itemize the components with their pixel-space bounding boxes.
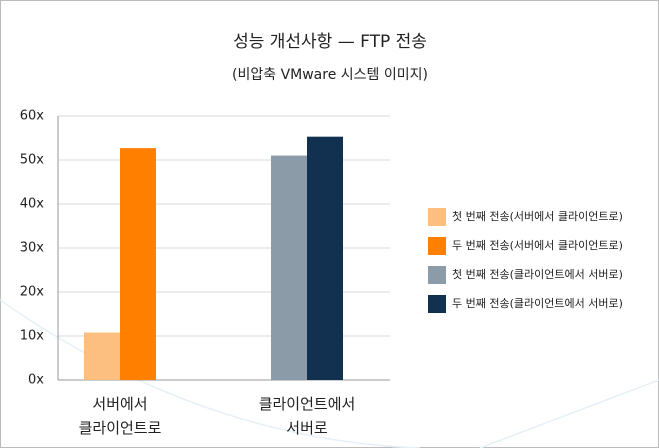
x-tick-label: 서버에서 클라이언트로 bbox=[79, 395, 162, 437]
legend-label: 두 번째 전송(클라이언트에서 서버로) bbox=[452, 297, 623, 310]
legend-swatch bbox=[428, 208, 446, 226]
bar bbox=[84, 332, 120, 380]
decor-curve bbox=[0, 299, 421, 448]
legend-swatch bbox=[428, 266, 446, 284]
chart-title: 성능 개선사항 — FTP 전송 bbox=[233, 32, 427, 52]
y-tick-label: 30x bbox=[20, 241, 45, 256]
y-tick-label: 10x bbox=[20, 329, 45, 344]
y-tick-label: 60x bbox=[20, 109, 45, 124]
x-tick-label: 클라이언트에서 서버로 bbox=[259, 395, 356, 437]
y-tick-label: 20x bbox=[20, 285, 45, 300]
y-tick-label: 0x bbox=[28, 373, 44, 388]
bar bbox=[120, 148, 156, 380]
legend-label: 첫 번째 전송(클라이언트에서 서버로) bbox=[452, 268, 623, 281]
legend-label: 두 번째 전송(서버에서 클라이언트로) bbox=[452, 239, 623, 252]
bar bbox=[307, 136, 343, 380]
legend-swatch bbox=[428, 237, 446, 255]
legend-label: 첫 번째 전송(서버에서 클라이언트로) bbox=[452, 210, 623, 223]
legend-swatch bbox=[428, 295, 446, 313]
chart-subtitle: (비압축 VMware 시스템 이미지) bbox=[232, 67, 428, 83]
bar bbox=[271, 155, 307, 380]
decor-curve bbox=[479, 379, 659, 448]
y-tick-label: 40x bbox=[20, 197, 45, 212]
y-tick-label: 50x bbox=[20, 153, 45, 168]
